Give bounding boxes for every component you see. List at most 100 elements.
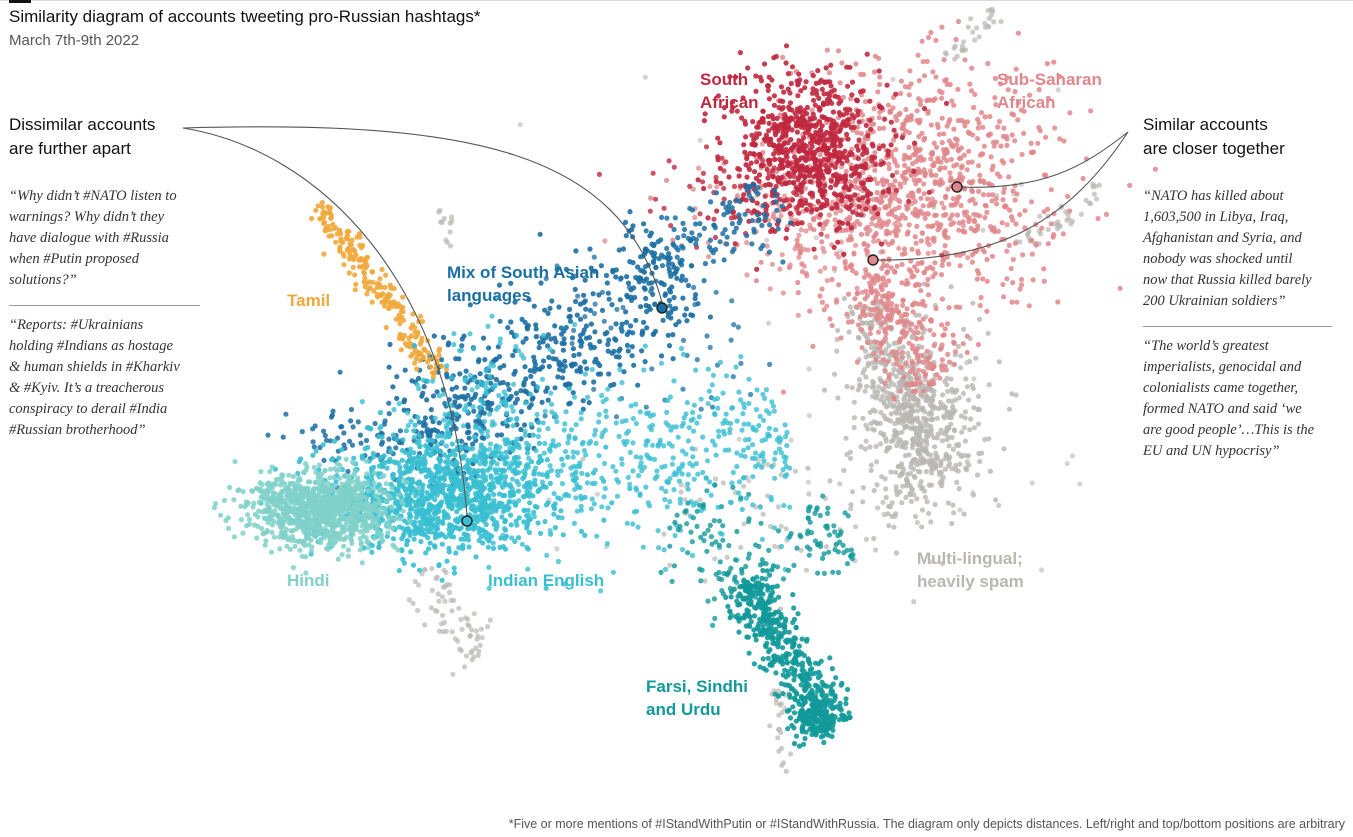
data-point — [309, 215, 315, 222]
data-point — [957, 155, 963, 161]
data-point — [995, 124, 1001, 130]
data-point — [759, 141, 765, 147]
data-point — [682, 312, 688, 318]
data-point — [566, 314, 572, 320]
data-point — [994, 171, 1001, 177]
data-point — [823, 65, 829, 71]
data-point — [696, 165, 702, 171]
data-point — [429, 566, 435, 572]
data-point — [448, 597, 454, 604]
data-point — [668, 273, 674, 279]
data-point — [764, 237, 770, 243]
data-point — [845, 319, 852, 325]
data-point — [939, 322, 945, 328]
data-point — [908, 112, 915, 119]
data-point — [886, 165, 892, 172]
data-point — [670, 332, 676, 338]
data-point — [876, 125, 883, 132]
data-point — [831, 148, 838, 154]
data-point — [821, 143, 828, 149]
data-point — [416, 419, 422, 425]
data-point — [886, 503, 892, 509]
data-point — [964, 384, 971, 390]
data-point — [364, 255, 370, 261]
data-point — [919, 259, 925, 265]
data-point — [737, 183, 744, 189]
data-point — [895, 384, 901, 390]
data-point — [411, 536, 417, 542]
data-point — [1041, 266, 1047, 272]
data-point — [843, 199, 849, 205]
data-point — [432, 607, 438, 614]
data-point — [613, 321, 619, 327]
data-point — [753, 278, 760, 284]
data-point — [910, 441, 916, 447]
data-point — [908, 172, 914, 178]
data-point — [336, 455, 342, 461]
data-point — [857, 313, 864, 320]
data-point — [878, 409, 884, 416]
data-point — [542, 413, 548, 419]
data-point — [604, 330, 610, 336]
data-point — [906, 390, 912, 397]
data-point — [806, 491, 812, 497]
data-point — [876, 220, 882, 226]
data-point — [1024, 232, 1030, 238]
data-point — [1041, 278, 1047, 284]
data-point — [869, 141, 875, 147]
data-point — [776, 166, 782, 172]
data-point — [922, 135, 928, 141]
data-point — [582, 532, 588, 539]
data-point — [522, 319, 528, 325]
data-point — [707, 314, 714, 320]
data-point — [698, 406, 704, 412]
data-point — [955, 343, 962, 350]
data-point — [642, 359, 648, 365]
data-point — [795, 312, 801, 318]
data-point — [760, 108, 766, 114]
data-point — [795, 279, 801, 286]
data-point — [818, 231, 824, 237]
data-point — [779, 252, 785, 258]
data-point — [951, 102, 957, 108]
data-point — [579, 339, 585, 346]
data-point — [867, 331, 873, 337]
data-point — [920, 316, 926, 322]
data-point — [701, 185, 707, 192]
data-point — [442, 598, 448, 605]
data-point — [1004, 222, 1010, 228]
data-point — [486, 345, 492, 351]
data-point — [790, 144, 796, 150]
data-point — [984, 256, 990, 263]
data-point — [779, 134, 785, 140]
data-point — [772, 543, 778, 549]
data-point — [667, 562, 673, 568]
data-point — [838, 208, 844, 214]
data-point — [697, 497, 703, 503]
data-point — [560, 532, 566, 538]
data-point — [986, 15, 992, 22]
data-point — [386, 364, 392, 370]
data-point — [811, 246, 817, 252]
data-point — [942, 78, 948, 84]
data-point — [966, 397, 972, 403]
data-point — [387, 341, 393, 347]
data-point — [426, 356, 432, 362]
data-point — [827, 316, 833, 322]
data-point — [817, 162, 824, 169]
data-point — [713, 289, 719, 295]
data-point — [928, 171, 934, 177]
data-point — [624, 319, 630, 325]
data-point — [816, 146, 822, 152]
data-point — [954, 212, 961, 218]
data-point — [828, 62, 834, 68]
data-point — [882, 368, 888, 374]
data-point — [1091, 191, 1097, 197]
data-point — [948, 421, 954, 427]
data-point — [928, 223, 935, 230]
data-point — [885, 211, 892, 217]
data-point — [871, 306, 877, 313]
data-point — [829, 276, 835, 283]
data-point — [985, 8, 991, 14]
data-point — [935, 124, 941, 130]
